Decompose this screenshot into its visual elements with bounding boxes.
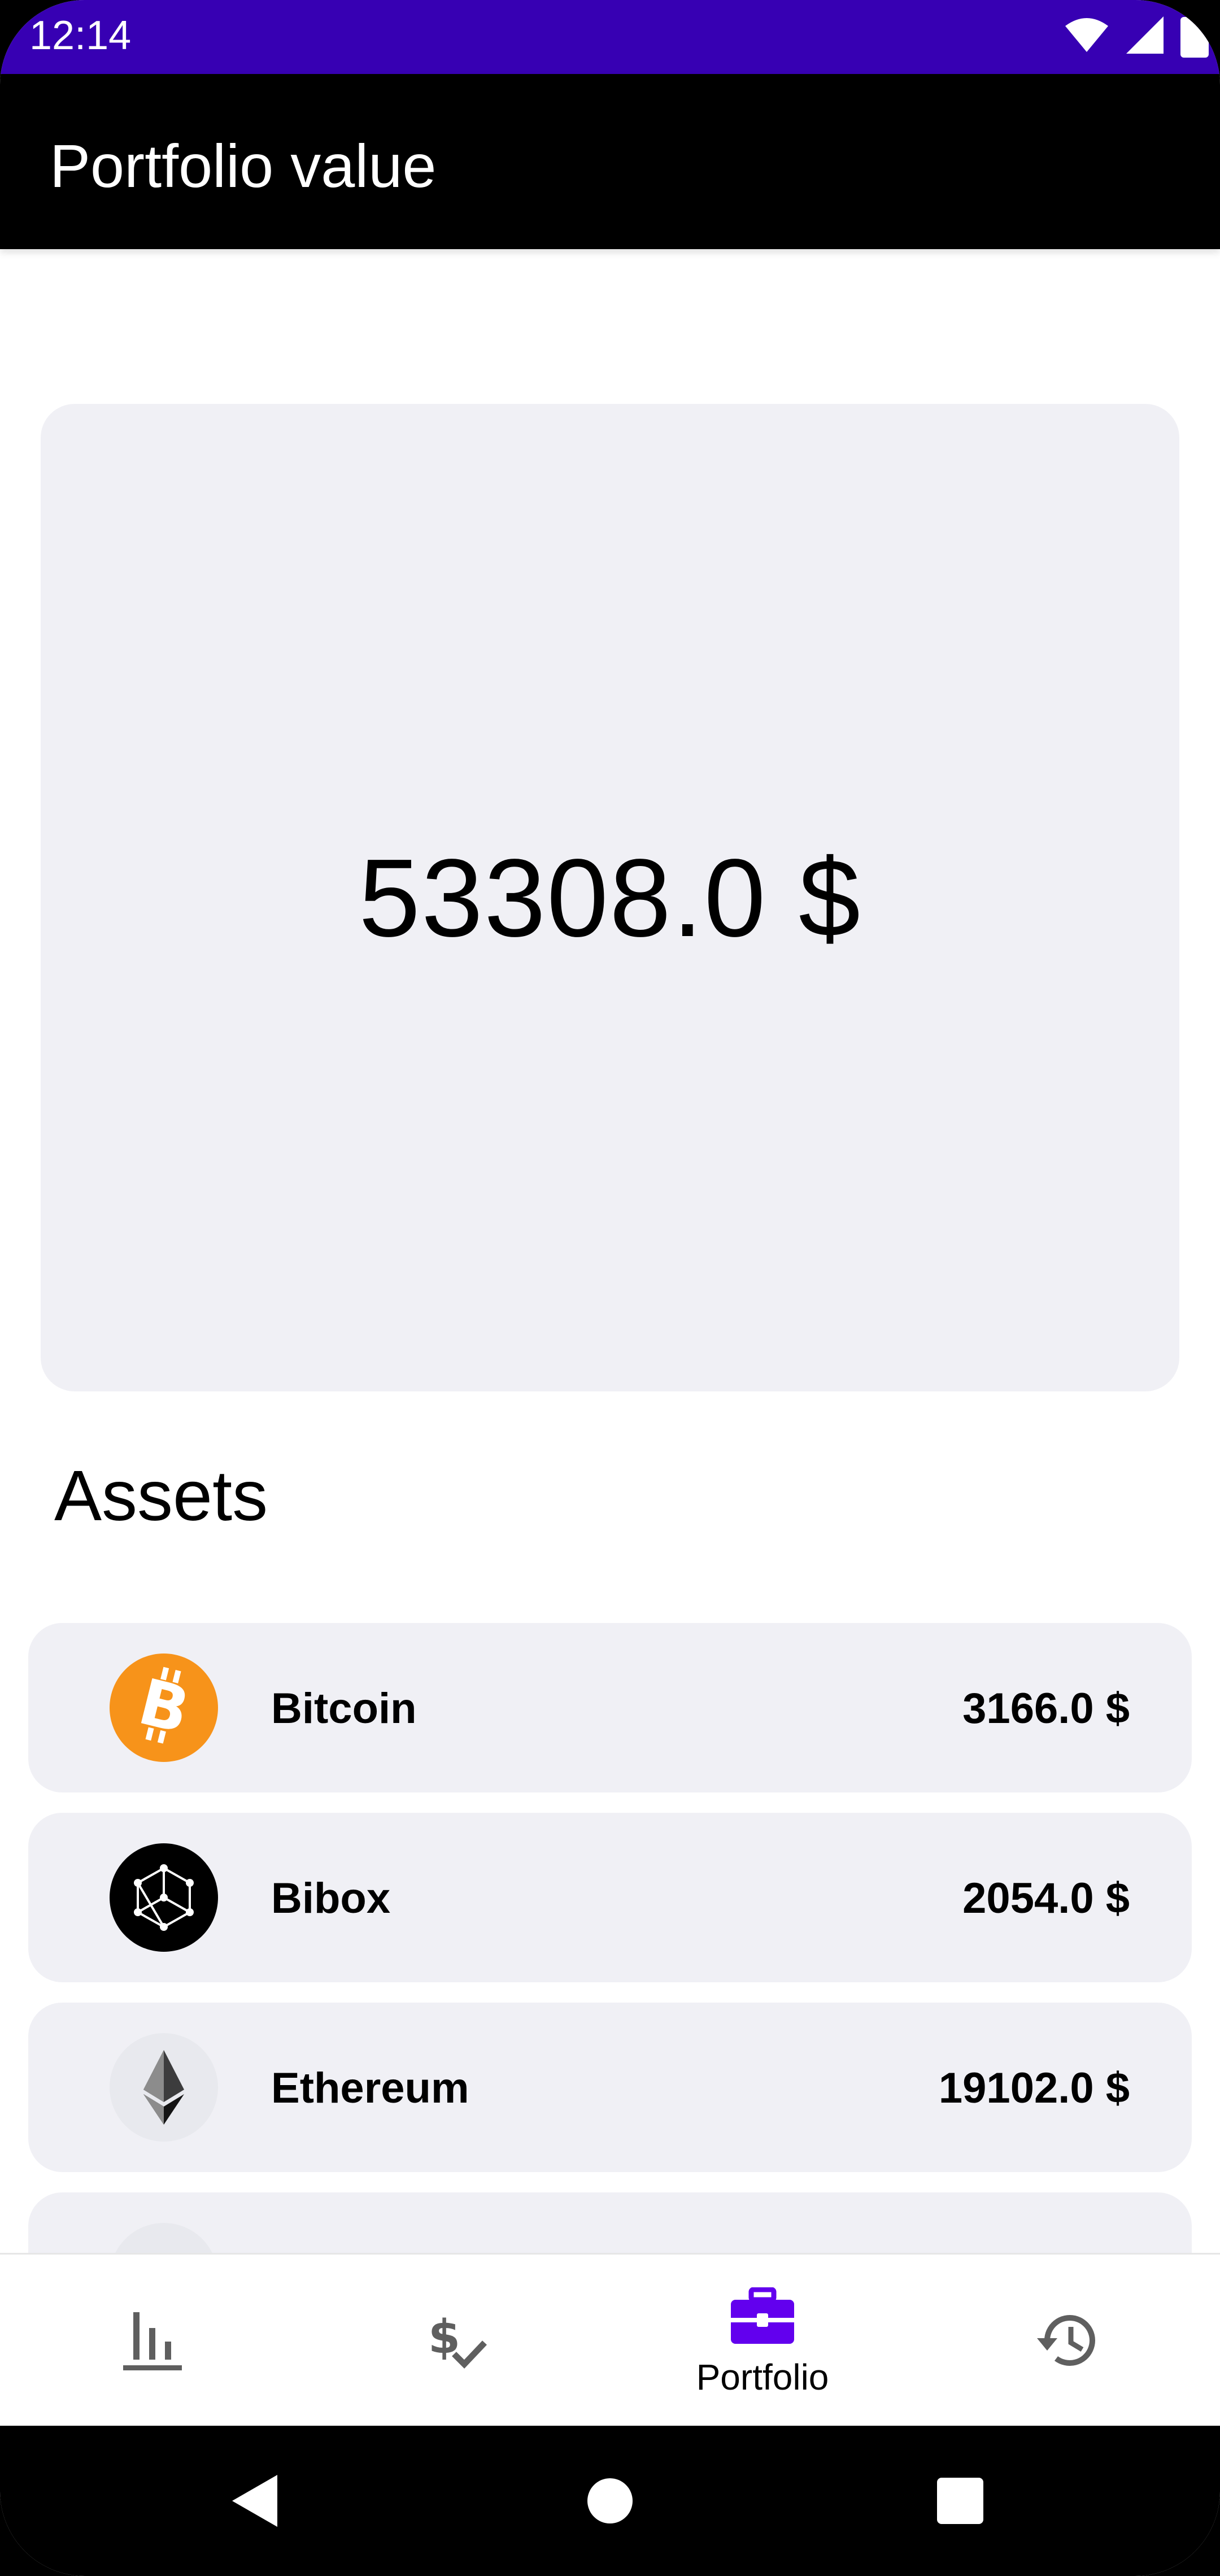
nav-item-portfolio[interactable]: Portfolio: [610, 2255, 915, 2427]
back-icon[interactable]: [203, 2426, 305, 2576]
nav-label-portfolio: Portfolio: [696, 2357, 829, 2397]
asset-row-bitcoin[interactable]: B Bitcoin 3166.0 $: [28, 1623, 1192, 1792]
bibox-icon: [110, 1843, 218, 1952]
asset-name: Bibox: [271, 1874, 391, 1922]
home-icon[interactable]: [559, 2426, 661, 2576]
asset-list[interactable]: B Bitcoin 3166.0 $: [28, 1623, 1192, 2253]
asset-value: 3166.0 $: [962, 1685, 1130, 1733]
asset-row-bibox[interactable]: Bibox 2054.0 $: [28, 1813, 1192, 1982]
nav-item-charts[interactable]: [0, 2255, 305, 2427]
bitcoin-icon: B: [110, 1653, 218, 1762]
dollar-check-icon: $: [424, 2307, 491, 2377]
bar-chart-icon: [119, 2307, 186, 2377]
asset-value: 19102.0 $: [938, 2064, 1130, 2112]
asset-row-partial[interactable]: [28, 2192, 1192, 2253]
status-bar: 12:14: [0, 0, 1220, 74]
assets-heading: Assets: [54, 1456, 268, 1535]
status-time: 12:14: [29, 13, 132, 58]
battery-icon: [1180, 12, 1209, 60]
asset-name: Ethereum: [271, 2064, 469, 2112]
asset-value: 2054.0 $: [962, 1874, 1130, 1922]
history-icon: [1034, 2307, 1101, 2377]
asset-name: Bitcoin: [271, 1685, 417, 1733]
asset-icon: [110, 2223, 218, 2253]
ethereum-icon: [110, 2033, 218, 2142]
status-icons: [1064, 12, 1209, 60]
recents-icon[interactable]: [909, 2426, 1011, 2576]
page-title: Portfolio value: [50, 132, 437, 200]
briefcase-icon: [729, 2287, 796, 2349]
nav-item-transactions[interactable]: $: [305, 2255, 610, 2427]
system-navigation-bar: [0, 2426, 1220, 2576]
app-bar: Portfolio value: [0, 74, 1220, 249]
portfolio-value-card: 53308.0 $: [41, 404, 1179, 1391]
wifi-icon: [1064, 17, 1109, 56]
portfolio-total-value: 53308.0 $: [359, 836, 861, 960]
asset-row-ethereum[interactable]: Ethereum 19102.0 $: [28, 2003, 1192, 2172]
nav-item-history[interactable]: [915, 2255, 1220, 2427]
bottom-navigation: $ Portfolio: [0, 2253, 1220, 2426]
cellular-signal-icon: [1125, 15, 1165, 58]
